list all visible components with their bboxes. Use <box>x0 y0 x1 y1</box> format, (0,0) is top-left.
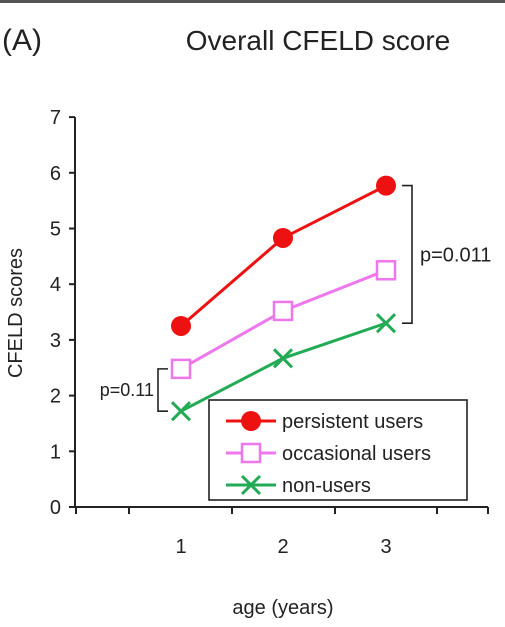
data-point <box>375 260 397 281</box>
y-axis-label: CFELD scores <box>5 248 27 378</box>
legend-marker-stroke-b <box>240 474 262 496</box>
p-value-label: p=0.11 <box>100 380 154 400</box>
y-tick-label: 6 <box>50 163 61 185</box>
data-point <box>171 315 191 336</box>
legend-item: occasional users <box>226 442 431 465</box>
significance-bracket: p=0.011 <box>402 184 491 324</box>
series-2 <box>170 313 397 422</box>
bracket-line <box>157 368 168 412</box>
data-point <box>170 358 192 380</box>
x-tick-label: 2 <box>277 536 288 558</box>
legend-label: occasional users <box>282 443 431 465</box>
y-tick-label: 0 <box>50 497 61 519</box>
significance-bracket: p=0.11 <box>100 368 168 412</box>
legend-item: persistent users <box>226 411 423 433</box>
data-point <box>170 401 192 422</box>
series-layer <box>170 175 397 422</box>
data-point <box>273 227 293 248</box>
y-tick-label: 1 <box>50 441 61 463</box>
legend-marker <box>240 442 262 464</box>
data-point-stroke-b <box>375 313 397 334</box>
annotations: p=0.011 p=0.11 <box>100 184 491 412</box>
data-point <box>375 313 397 334</box>
x-axis-label: age (years) <box>232 597 333 619</box>
y-tick-label: 5 <box>50 219 61 241</box>
y-tick-label: 7 <box>50 107 61 129</box>
legend-marker <box>240 474 262 496</box>
series-1 <box>170 260 397 380</box>
x-tick-label: 3 <box>380 536 391 558</box>
p-value-label: p=0.011 <box>420 244 491 266</box>
data-point <box>376 175 396 196</box>
bracket-line <box>402 184 413 324</box>
data-point-stroke-b <box>170 401 192 422</box>
series-0 <box>171 175 396 336</box>
y-tick-label: 4 <box>50 274 61 296</box>
legend-marker <box>241 411 261 431</box>
legend: persistent users occasional users non-user… <box>208 399 468 501</box>
series-line <box>180 321 387 413</box>
y-tick-label: 3 <box>50 330 61 352</box>
data-point-stroke-b <box>272 348 294 369</box>
x-tick-label: 1 <box>175 536 186 558</box>
top-border <box>0 0 505 3</box>
axes: 0 1 2 3 4 5 6 7 1 2 3 <box>50 107 489 558</box>
legend-label: non-users <box>282 475 371 497</box>
y-tick-label: 2 <box>50 386 61 408</box>
legend-label: persistent users <box>282 411 423 433</box>
panel-label: (A) <box>2 24 42 57</box>
data-point <box>272 300 294 322</box>
chart-title: Overall CFELD score <box>186 25 451 56</box>
legend-item: non-users <box>226 474 371 497</box>
data-point <box>272 348 294 369</box>
